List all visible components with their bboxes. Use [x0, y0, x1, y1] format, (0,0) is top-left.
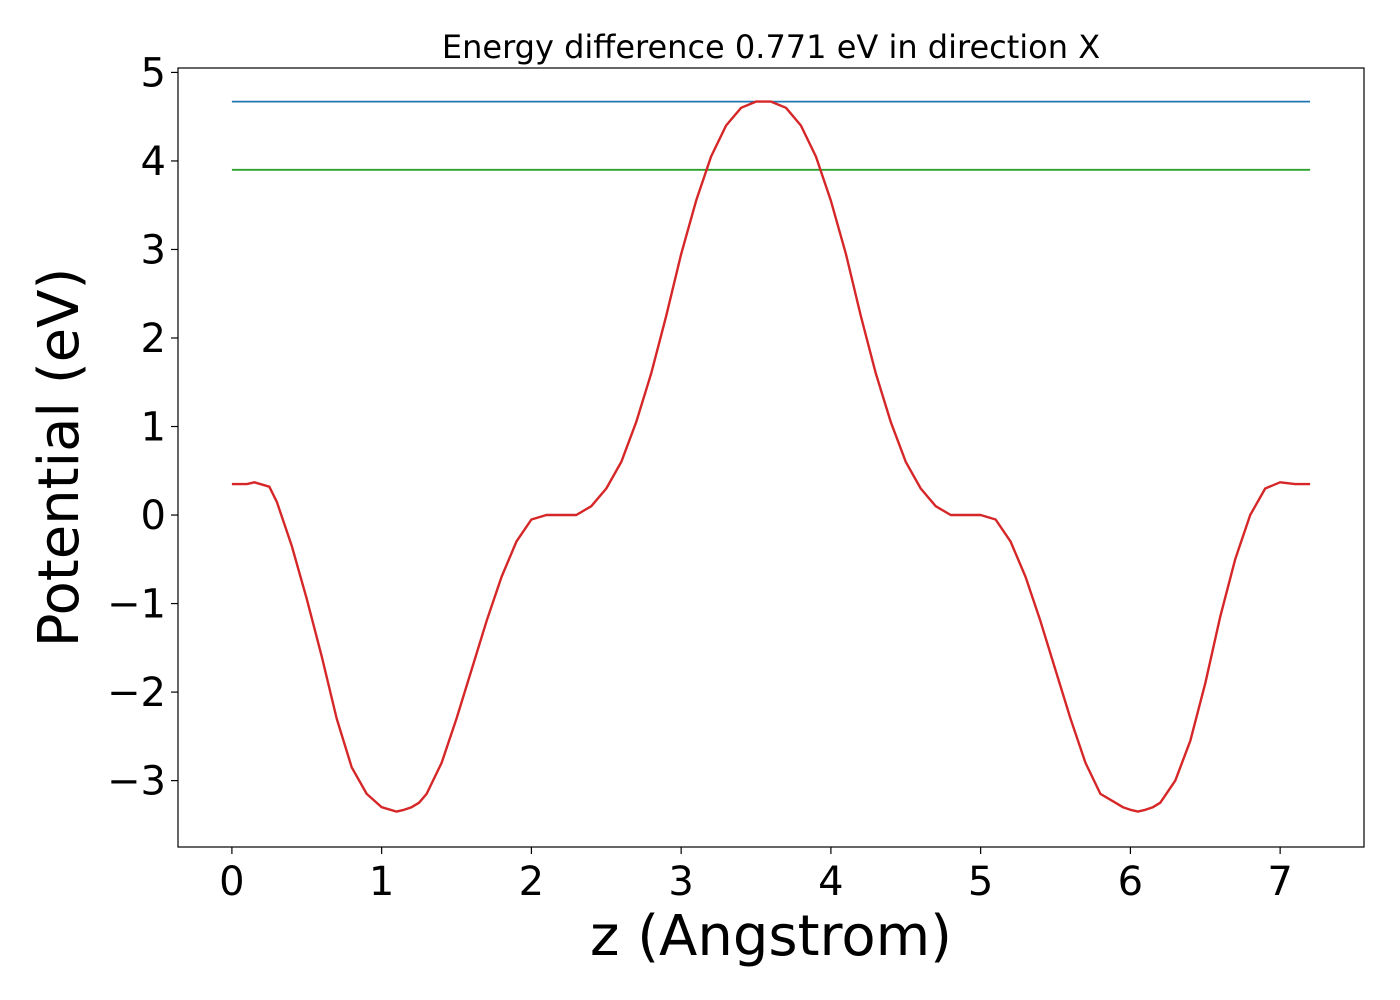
y-tick-label: 0 — [141, 493, 166, 539]
series-line-3 — [231, 100, 1311, 813]
chart-title: Energy difference 0.771 eV in direction … — [442, 28, 1100, 66]
x-tick-label: 0 — [219, 859, 244, 905]
y-axis-label: Potential (eV) — [27, 268, 92, 648]
x-tick-label: 7 — [1267, 859, 1292, 905]
y-tick-label: 3 — [141, 227, 166, 273]
x-axis: 0 1 2 3 4 5 6 7 — [219, 847, 1293, 905]
y-tick-label: −2 — [107, 670, 166, 716]
y-tick-label: 2 — [141, 316, 166, 362]
x-tick-label: 2 — [519, 859, 544, 905]
y-tick-label: 4 — [141, 139, 166, 185]
x-tick-label: 6 — [1118, 859, 1143, 905]
series-layer — [231, 100, 1311, 813]
y-tick-label: −1 — [107, 582, 166, 628]
x-tick-label: 4 — [818, 859, 843, 905]
y-tick-label: 5 — [141, 50, 166, 96]
x-axis-label: z (Angstrom) — [590, 904, 952, 969]
y-axis: −3 −2 −1 0 1 2 3 4 5 — [107, 50, 178, 805]
x-tick-label: 3 — [668, 859, 693, 905]
plot-frame — [177, 67, 1365, 848]
y-tick-label: −3 — [107, 759, 166, 805]
y-tick-label: 1 — [141, 405, 166, 451]
x-tick-label: 5 — [968, 859, 993, 905]
x-tick-label: 1 — [369, 859, 394, 905]
